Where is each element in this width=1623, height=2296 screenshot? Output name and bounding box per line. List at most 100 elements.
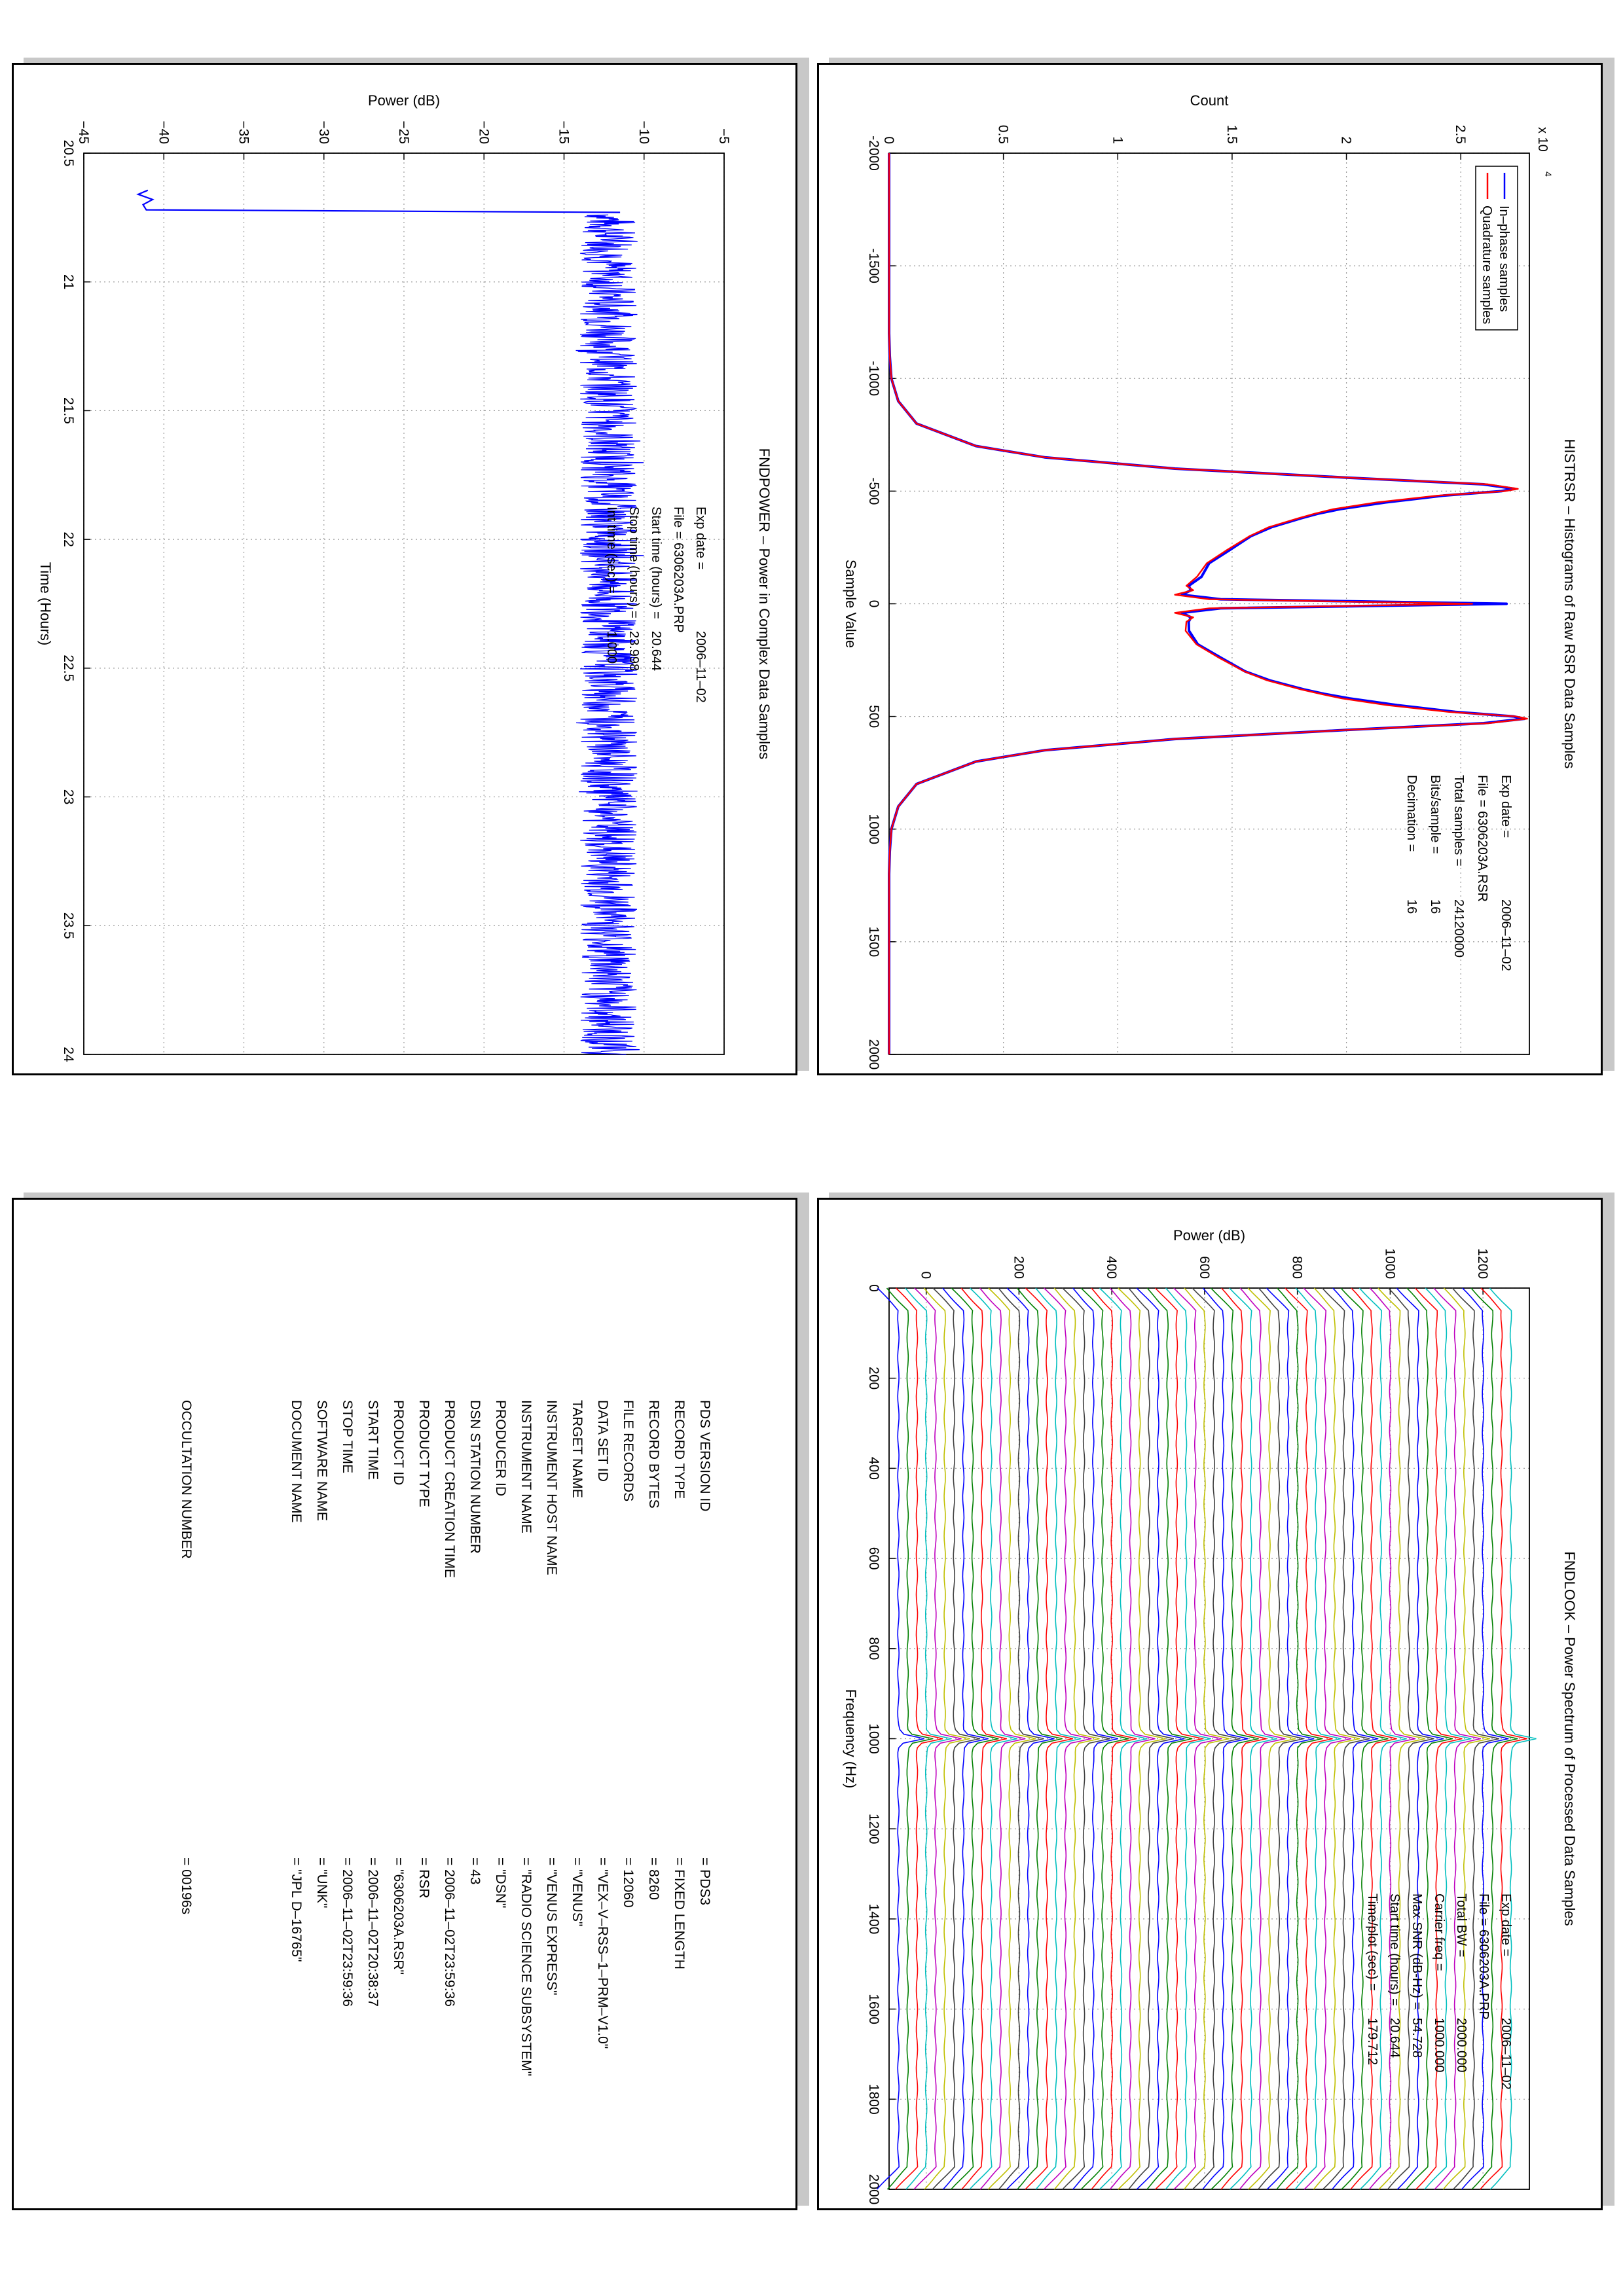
spectrum-line (998, 1287, 1044, 2190)
label-value: = RSR (416, 1857, 431, 1899)
info-key: Exp date = (693, 507, 708, 569)
panel-frame: 0 200 400 600 800 1000 1200 1400 1600 1800 2000 0 20… (817, 1198, 1603, 2210)
spectrum-line (1406, 1287, 1453, 2190)
spectrum-line (1035, 1287, 1082, 2190)
info-value: 2006–11–02 (1499, 899, 1513, 971)
spectrum-line (1165, 1287, 1211, 2190)
x-tick-label: 200 (866, 1367, 881, 1390)
y-tick-label: 2.5 (1453, 125, 1468, 144)
spectrum-line (1229, 1287, 1277, 2190)
y-tick-label: −25 (396, 120, 411, 144)
label-key: INSTRUMENT HOST NAME (544, 1400, 559, 1575)
info-key: Decimation = (1404, 775, 1419, 852)
fndpower-panel: 20.5 21 21.5 22 22.5 23 23.5 24 −45 −40 −35 −30 −25 −… (12, 58, 809, 1075)
spectrum-line (913, 1287, 962, 2190)
x-tick-label: 0 (866, 1284, 881, 1292)
spectrum-line (1285, 1287, 1333, 2190)
spectrum-line (1053, 1287, 1100, 2190)
y-tick-label: 800 (1290, 1256, 1305, 1279)
label-value: = "VEX–V–RSS–1–PRM–V1.0" (595, 1857, 610, 2049)
info-key: Time/plot (sec) = (1365, 1893, 1379, 1991)
x-tick-label: -1000 (866, 361, 881, 396)
spectrum-line (1433, 1287, 1481, 2190)
info-key: Stop time (hours) = (627, 507, 641, 619)
info-value: 20.644 (649, 631, 663, 671)
y-axis-multiplier: x 10 (1535, 127, 1550, 152)
spectrum-line (1062, 1287, 1110, 2190)
label-value: = "UNK" (314, 1857, 329, 1909)
info-key: Total samples = (1451, 775, 1466, 867)
legend-box (1475, 166, 1518, 331)
label-value: = 43 (467, 1857, 483, 1885)
y-tick-label: 0.5 (996, 125, 1011, 144)
label-key: TARGET NAME (570, 1400, 585, 1498)
x-axis-label: Time (Hours) (37, 562, 54, 646)
occultation-number-key: OCCULTATION NUMBER (179, 1400, 194, 1559)
spectrum-line (1099, 1287, 1148, 2190)
label-value: = "VENUS EXPRESS" (544, 1857, 559, 1996)
label-key: DSN STATION NUMBER (467, 1400, 483, 1554)
y-tick-label: 1 (1110, 136, 1125, 144)
y-tick-label: 2 (1339, 136, 1354, 144)
y-axis-label: Count (1190, 92, 1229, 109)
x-tick-label: 23 (61, 789, 76, 804)
label-key: PRODUCT CREATION TIME (442, 1400, 457, 1578)
legend-label: Quadrature samples (1480, 206, 1494, 324)
x-tick-label: 0 (866, 600, 881, 608)
histogram-line-quadrature (888, 153, 1528, 1054)
label-key: STOP TIME (340, 1400, 355, 1474)
spectrum-line (876, 1287, 924, 2190)
spectrum-line (1387, 1287, 1434, 2190)
y-axis-label: Power (dB) (1173, 1227, 1245, 1244)
axes: 0 200 400 600 800 1000 1200 1400 1600 1800 2000 0 20… (843, 1227, 1578, 2204)
x-tick-label: -500 (866, 477, 881, 505)
info-value: 24120000 (1451, 899, 1466, 958)
info-key: File = 6306203A.RSR (1475, 775, 1489, 902)
info-value: 2006–11–02 (693, 631, 708, 703)
legend-label: In–phase samples (1497, 206, 1511, 312)
spectrum-line (1091, 1287, 1137, 2190)
spectrum-line (1043, 1287, 1092, 2190)
spectrum-line (1303, 1287, 1351, 2190)
x-tick-label: 1000 (866, 814, 881, 844)
x-tick-label: 22.5 (61, 655, 76, 681)
x-tick-label: 24 (61, 1047, 76, 1062)
y-tick-label: −35 (236, 120, 251, 144)
info-value: 179.712 (1365, 2018, 1379, 2065)
label-value: = 2006–11–02T23:59:36 (340, 1857, 355, 2007)
y-axis-label: Power (dB) (368, 92, 440, 109)
label-value: = FIXED LENGTH (672, 1857, 687, 1969)
x-tick-label: 1200 (866, 1814, 881, 1844)
spectrum-line (1396, 1287, 1444, 2190)
label-panel: PDS VERSION ID RECORD TYPE RECORD BYTES FIL… (12, 1193, 809, 2210)
spectrum-line (942, 1287, 989, 2190)
y-tick-label: −10 (636, 120, 651, 144)
spectrum-line (1489, 1287, 1537, 2190)
info-value: 1.000 (604, 631, 619, 664)
label-key: DOCUMENT NAME (289, 1400, 304, 1523)
info-value: 16 (1428, 899, 1442, 914)
plot-area-border (888, 152, 1530, 1055)
spectrum-line (1359, 1287, 1407, 2190)
panel-frame: 20.5 21 21.5 22 22.5 23 23.5 24 −45 −40 −35 −30 −25 −… (12, 63, 797, 1075)
spectrum-line (1025, 1287, 1074, 2190)
x-tick-label: 1500 (866, 927, 881, 958)
spectrum-line (960, 1287, 1008, 2190)
label-value: = "6306203A.RSR" (391, 1857, 406, 1975)
y-axis-multiplier-exponent: 4 (1543, 171, 1554, 177)
info-key: Carrier freq = (1432, 1893, 1446, 1971)
spectrum-line (1072, 1287, 1118, 2190)
label-value: = "JPL D–16765" (289, 1857, 304, 1962)
info-value: 2000.000 (1454, 2018, 1468, 2072)
info-key: Exp date = (1499, 1893, 1513, 1956)
info-key: File = 6306203A.PRP (1476, 1893, 1491, 2020)
y-tick-label: −45 (76, 120, 91, 144)
x-tick-label: 21 (61, 274, 76, 289)
x-tick-label: 1600 (866, 1994, 881, 2024)
x-tick-label: 2000 (866, 2174, 881, 2205)
y-tick-label: −40 (156, 120, 171, 144)
x-tick-label: 1800 (866, 2084, 881, 2115)
x-tick-label: 22 (61, 531, 76, 547)
y-tick-label: 0 (881, 136, 896, 144)
spectrum-line (1294, 1287, 1341, 2190)
